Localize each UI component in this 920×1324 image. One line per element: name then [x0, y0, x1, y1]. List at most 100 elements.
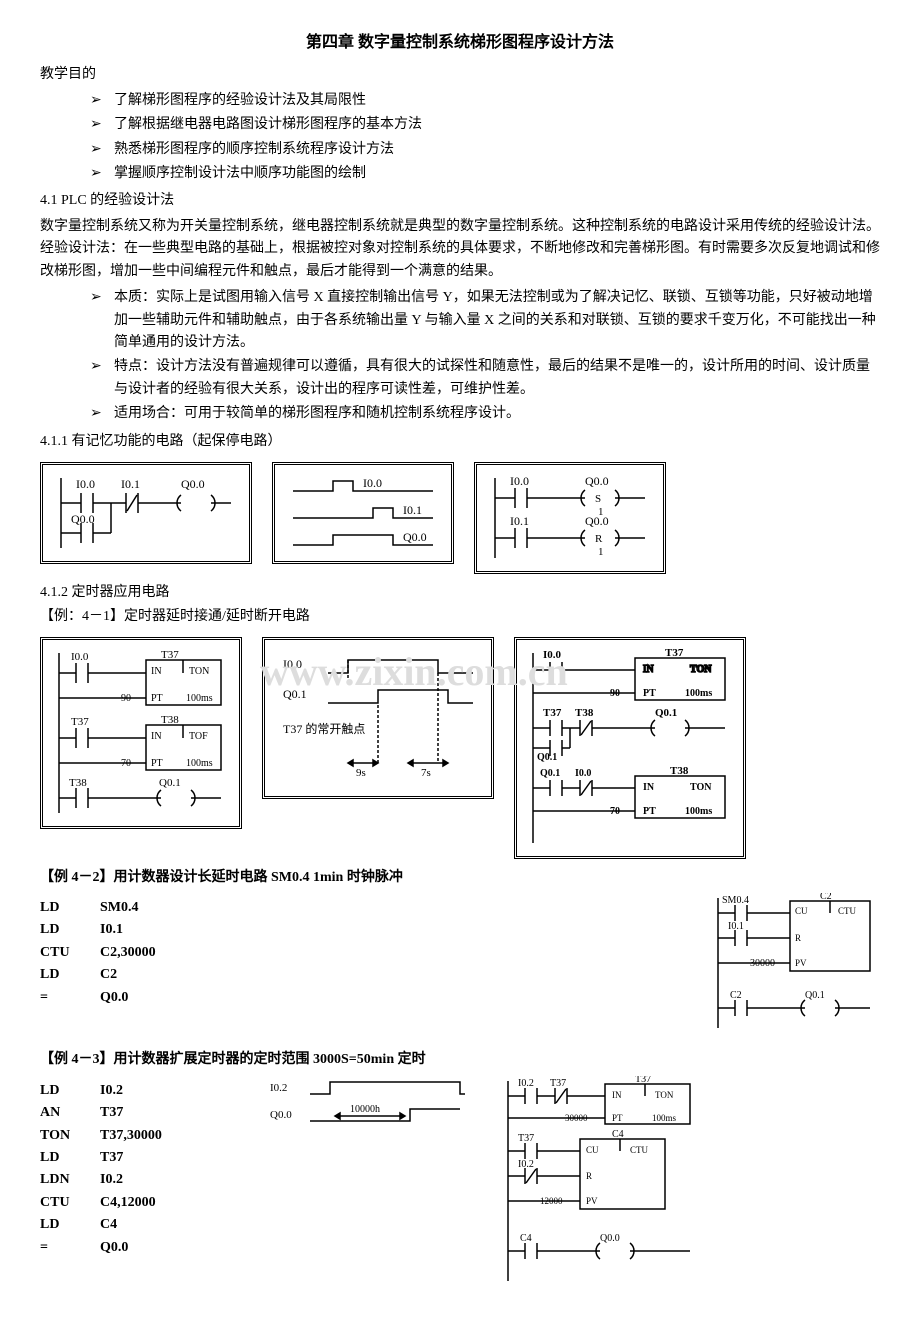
bullet-text: 适用场合：可用于较简单的梯形图程序和随机控制系统程序设计。 [114, 406, 520, 421]
svg-text:T37: T37 [518, 1133, 534, 1144]
svg-text:100ms: 100ms [685, 688, 712, 699]
svg-text:90: 90 [610, 688, 620, 699]
essence-list: 本质：实际上是试图用输入信号 X 直接控制输出信号 Y，如果无法控制或为了解决记… [90, 287, 880, 425]
svg-text:CU: CU [586, 1145, 599, 1155]
ex41-right-panel: IN TON I0.0 T37 90 [514, 637, 746, 859]
list-item: 特点：设计方法没有普遍规律可以遵循，具有很大的试探性和随意性，最后的结果不是唯一… [90, 356, 880, 401]
svg-text:T37: T37 [71, 716, 89, 728]
paragraph: 经验设计法：在一些典型电路的基础上，根据被控对象对控制系统的具体要求，不断地修改… [40, 238, 880, 283]
svg-text:I0.1: I0.1 [121, 477, 140, 491]
ex41-mid-panel: I0.0 Q0.1 T37 的常开触点 9s 7s [262, 637, 494, 799]
timing-svg: I0.0 I0.1 Q0.0 [283, 473, 443, 553]
svg-text:Q0.0: Q0.0 [403, 530, 427, 544]
svg-text:T37: T37 [550, 1078, 566, 1089]
svg-text:I0.0: I0.0 [510, 474, 529, 488]
list-item: 了解根据继电器电路图设计梯形图程序的基本方法 [90, 114, 880, 136]
svg-text:IN: IN [643, 782, 655, 793]
svg-text:C4: C4 [612, 1129, 624, 1140]
objectives-list: 了解梯形图程序的经验设计法及其局限性 了解根据继电器电路图设计梯形图程序的基本方… [90, 90, 880, 186]
svg-text:TON: TON [189, 666, 209, 677]
svg-text:PV: PV [586, 1196, 598, 1206]
svg-text:30000: 30000 [750, 958, 775, 969]
bullet-text: 特点：设计方法没有普遍规律可以遵循，具有很大的试探性和随意性，最后的结果不是唯一… [114, 359, 870, 396]
svg-text:T38: T38 [69, 777, 87, 789]
ladder-panel-c: I0.0 Q0.0 S 1 I0.1 Q0.0 R 1 [474, 462, 666, 574]
list-item: 掌握顺序控制设计法中顺序功能图的绘制 [90, 163, 880, 185]
svg-text:SM0.4: SM0.4 [722, 895, 749, 906]
svg-text:I0.2: I0.2 [518, 1078, 534, 1089]
svg-text:Q0.1: Q0.1 [537, 752, 557, 763]
svg-text:100ms: 100ms [186, 693, 213, 704]
svg-text:70: 70 [610, 806, 620, 817]
svg-text:C2: C2 [820, 893, 832, 902]
svg-text:Q0.1: Q0.1 [159, 777, 181, 789]
ex43-ladder-svg: I0.2 T37 T37 IN TON 30000 PT 100ms T37 C… [500, 1076, 700, 1286]
ex42-row: LDSM0.4 LDI0.1 CTUC2,30000 LDC2 = Q0.0 [40, 893, 880, 1041]
timing-panel: I0.0 I0.1 Q0.0 [272, 462, 454, 564]
svg-text:S: S [595, 493, 601, 505]
code-block-4-3: LDI0.2 ANT37 TONT37,30000 LDT37 LDNI0.2 … [40, 1080, 240, 1259]
ex41-left-svg: I0.0 T37 IN TON 90 PT 100ms T37 T38 IN T… [51, 648, 231, 818]
code-block-4-2: LDSM0.4 LDI0.1 CTUC2,30000 LDC2 = Q0.0 [40, 897, 690, 1009]
code-line: CTUC4,12000 [40, 1192, 240, 1214]
svg-text:T38: T38 [670, 765, 689, 777]
svg-text:T37 的常开触点: T37 的常开触点 [283, 721, 365, 736]
svg-text:PT: PT [151, 758, 163, 769]
svg-text:I0.0: I0.0 [71, 651, 89, 663]
svg-text:Q0.0: Q0.0 [181, 477, 205, 491]
svg-text:CTU: CTU [838, 906, 857, 916]
code-line: CTUC2,30000 [40, 942, 690, 964]
svg-text:I0.0: I0.0 [76, 477, 95, 491]
ladder-panel-a: I0.0 I0.1 Q0.0 Q0.0 [40, 462, 252, 564]
svg-text:IN: IN [643, 664, 654, 675]
section-4-1-1: 4.1.1 有记忆功能的电路（起保停电路） [40, 431, 880, 453]
svg-text:PT: PT [612, 1113, 623, 1123]
svg-text:100ms: 100ms [652, 1113, 677, 1123]
svg-text:TON: TON [655, 1090, 674, 1100]
list-item: 熟悉梯形图程序的顺序控制系统程序设计方法 [90, 139, 880, 161]
code-line: LDC2 [40, 964, 690, 986]
svg-text:9s: 9s [356, 767, 366, 779]
svg-text:I0.0: I0.0 [543, 649, 562, 661]
example-4-2-title: 【例 4－2】用计数器设计长延时电路 SM0.4 1min 时钟脉冲 [40, 867, 880, 889]
ex43-row: LDI0.2 ANT37 TONT37,30000 LDT37 LDNI0.2 … [40, 1076, 880, 1294]
svg-text:T38: T38 [575, 707, 594, 719]
svg-text:Q0.0: Q0.0 [585, 514, 609, 528]
example-4-3-title: 【例 4－3】用计数器扩展定时器的定时范围 3000S=50min 定时 [40, 1049, 880, 1071]
section-4-1: 4.1 PLC 的经验设计法 [40, 190, 880, 212]
code-line: LDC4 [40, 1214, 240, 1236]
chapter-title: 第四章 数字量控制系统梯形图程序设计方法 [40, 30, 880, 56]
svg-text:CU: CU [795, 906, 808, 916]
svg-text:PT: PT [643, 688, 656, 699]
svg-text:I0.0: I0.0 [363, 476, 382, 490]
code-line: LDNI0.2 [40, 1169, 240, 1191]
code-line: LDSM0.4 [40, 897, 690, 919]
svg-text:I0.0: I0.0 [575, 768, 591, 779]
svg-text:I0.1: I0.1 [510, 514, 529, 528]
ladder-svg: I0.0 I0.1 Q0.0 Q0.0 [51, 473, 241, 553]
code-line: = Q0.0 [40, 1237, 240, 1259]
svg-text:90: 90 [121, 693, 131, 704]
svg-text:Q0.0: Q0.0 [270, 1109, 292, 1121]
svg-text:IN: IN [151, 666, 162, 677]
svg-text:T38: T38 [161, 714, 179, 726]
ex43-timing-svg: I0.2 Q0.0 10000h [260, 1076, 470, 1136]
svg-text:IN: IN [612, 1090, 622, 1100]
svg-text:I0.1: I0.1 [403, 503, 422, 517]
svg-text:Q0.0: Q0.0 [585, 474, 609, 488]
svg-text:C2: C2 [730, 990, 742, 1001]
svg-text:R: R [586, 1171, 592, 1181]
ex42-ladder-svg: SM0.4 C2 CU CTU I0.1 R 30000 PV C2 Q0.1 [710, 893, 880, 1033]
code-line: LDI0.2 [40, 1080, 240, 1102]
bullet-text: 本质：实际上是试图用输入信号 X 直接控制输出信号 Y，如果无法控制或为了解决记… [114, 290, 876, 350]
svg-text:T37: T37 [543, 707, 562, 719]
ex41-left-panel: I0.0 T37 IN TON 90 PT 100ms T37 T38 IN T… [40, 637, 242, 829]
svg-text:I0.0: I0.0 [283, 657, 302, 671]
svg-text:12000: 12000 [540, 1196, 563, 1206]
code-line: TONT37,30000 [40, 1125, 240, 1147]
svg-text:I0.2: I0.2 [518, 1159, 534, 1170]
svg-text:PT: PT [151, 693, 163, 704]
svg-text:Q0.1: Q0.1 [805, 990, 825, 1001]
svg-text:IN: IN [151, 731, 162, 742]
svg-text:T37: T37 [635, 1076, 651, 1085]
